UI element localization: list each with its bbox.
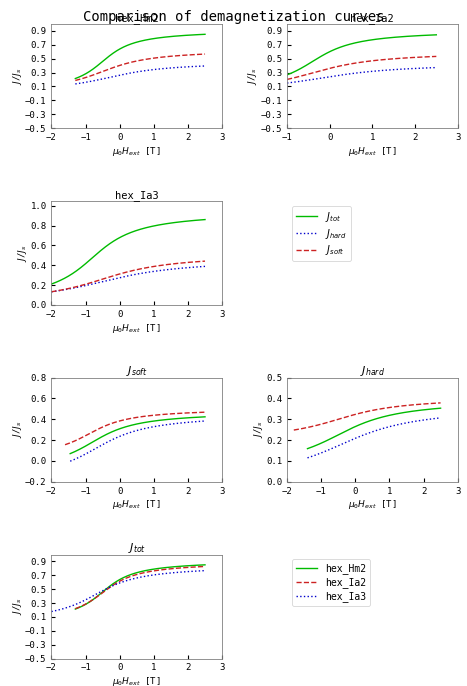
Y-axis label: $J/J_s$: $J/J_s$ [16,244,29,261]
Title: hex_Ia2: hex_Ia2 [350,13,394,24]
Y-axis label: $J/J_s$: $J/J_s$ [246,67,259,85]
X-axis label: $\mu_0H_{ext}$ [T]: $\mu_0H_{ext}$ [T] [113,675,161,686]
X-axis label: $\mu_0H_{ext}$ [T]: $\mu_0H_{ext}$ [T] [113,145,161,158]
Y-axis label: $J/J_s$: $J/J_s$ [252,421,265,438]
X-axis label: $\mu_0H_{ext}$ [T]: $\mu_0H_{ext}$ [T] [348,145,396,158]
Title: $J_{soft}$: $J_{soft}$ [126,364,148,378]
Y-axis label: $J/J_s$: $J/J_s$ [11,598,24,615]
Title: $J_{tot}$: $J_{tot}$ [127,541,146,554]
X-axis label: $\mu_0H_{ext}$ [T]: $\mu_0H_{ext}$ [T] [113,322,161,335]
Title: $J_{hard}$: $J_{hard}$ [360,364,385,378]
Legend: $J_{tot}$, $J_{hard}$, $J_{soft}$: $J_{tot}$, $J_{hard}$, $J_{soft}$ [292,206,351,261]
X-axis label: $\mu_0H_{ext}$ [T]: $\mu_0H_{ext}$ [T] [348,498,396,511]
X-axis label: $\mu_0H_{ext}$ [T]: $\mu_0H_{ext}$ [T] [113,498,161,511]
Legend: hex_Hm2, hex_Ia2, hex_Ia3: hex_Hm2, hex_Ia2, hex_Ia3 [292,559,370,606]
Title: hex_Ia3: hex_Ia3 [115,190,159,201]
Title: hex_Hm2: hex_Hm2 [115,13,159,24]
Y-axis label: $J/J_s$: $J/J_s$ [11,421,24,438]
Text: Comparison of demagnetization curves: Comparison of demagnetization curves [83,10,384,24]
Y-axis label: $J/J_s$: $J/J_s$ [11,67,24,85]
